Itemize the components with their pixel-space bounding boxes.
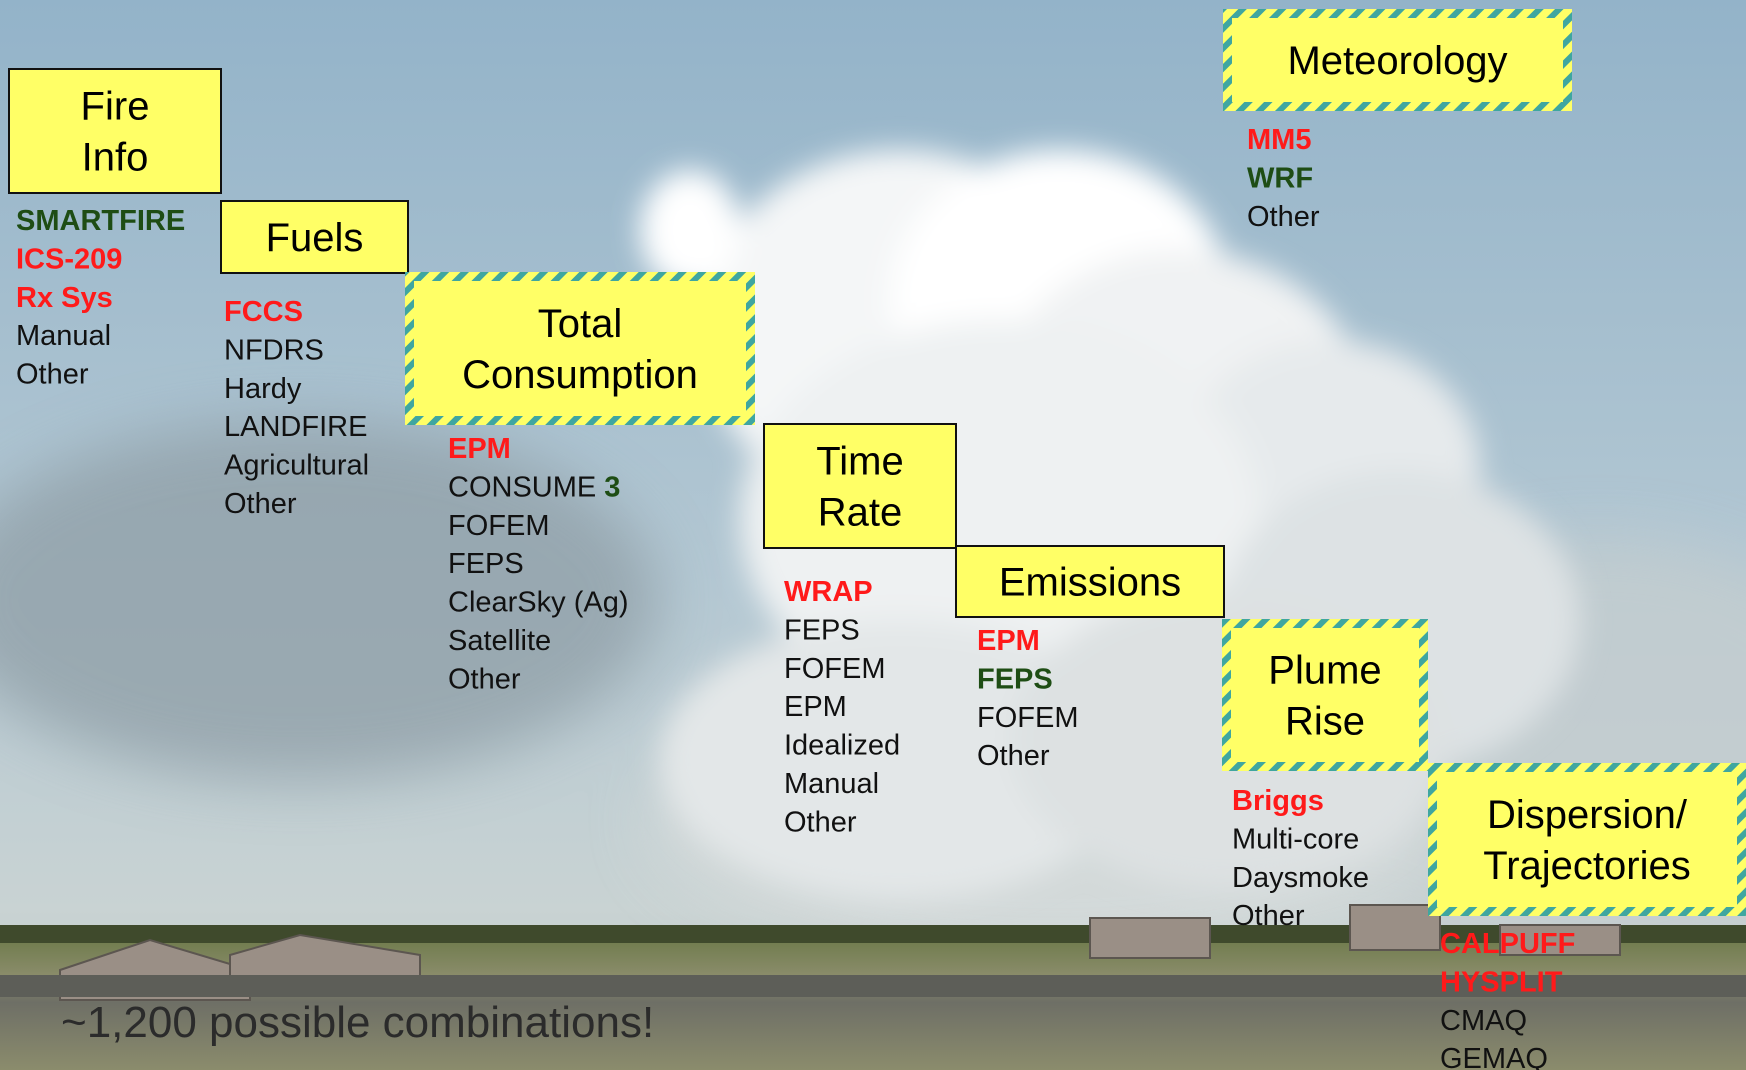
- stage-title: Fire: [81, 85, 150, 129]
- tool-item: FCCS: [224, 296, 303, 328]
- tool-name: HYSPLIT: [1440, 966, 1563, 998]
- tool-name: LANDFIRE: [224, 411, 367, 443]
- tool-item: SMARTFIRE: [16, 205, 185, 237]
- stage-title: Plume: [1268, 649, 1381, 693]
- tool-item: Briggs: [1232, 785, 1324, 817]
- stage-title: Fuels: [266, 216, 364, 260]
- stage-title: Rise: [1285, 700, 1365, 744]
- tool-name: FEPS: [448, 548, 524, 580]
- tool-name: Rx Sys: [16, 282, 113, 314]
- tool-name: Other: [784, 806, 857, 838]
- tool-item: CALPUFF: [1440, 928, 1575, 960]
- tool-name: Other: [16, 359, 89, 391]
- tool-name: Hardy: [224, 373, 302, 405]
- tool-item: Hardy: [224, 373, 302, 405]
- tool-item: Other: [448, 663, 521, 695]
- tool-item: EPM: [784, 691, 847, 723]
- tool-name: EPM: [784, 691, 847, 723]
- footer-text: ~1,200 possible combinations!: [61, 998, 654, 1047]
- tool-name: CONSUME: [448, 471, 596, 503]
- tool-name: Other: [448, 663, 521, 695]
- tool-item: GEMAQ: [1440, 1043, 1548, 1070]
- slide: Fire Info SMARTFIRE ICS-209 Rx Sys Manual Othe…: [0, 0, 1746, 1070]
- tool-name: Multi-core: [1232, 823, 1359, 855]
- stage-title: Time: [816, 440, 903, 484]
- tool-item: Agricultural: [224, 450, 369, 482]
- tool-item: EPM: [977, 625, 1040, 657]
- tool-name: ICS-209: [16, 243, 122, 275]
- tool-name: CMAQ: [1440, 1005, 1527, 1037]
- tool-name: Agricultural: [224, 450, 369, 482]
- tool-item: WRAP: [784, 576, 873, 608]
- tool-item: FEPS: [448, 548, 524, 580]
- tool-name: Other: [1247, 201, 1320, 233]
- tool-item: Other: [16, 359, 89, 391]
- stage-title: Trajectories: [1483, 844, 1690, 888]
- tool-item: FEPS: [977, 663, 1053, 695]
- tool-name: FOFEM: [448, 510, 550, 542]
- tool-item: ICS-209: [16, 243, 122, 275]
- stage-title: Emissions: [999, 561, 1181, 605]
- tool-item: NFDRS: [224, 334, 324, 366]
- tool-name: 3: [604, 471, 620, 503]
- tool-name: WRF: [1247, 162, 1313, 194]
- tool-name: FEPS: [977, 663, 1053, 695]
- tool-item: FOFEM: [784, 653, 886, 685]
- tool-item: Daysmoke: [1232, 862, 1369, 894]
- tool-name: EPM: [977, 625, 1040, 657]
- tool-name: Other: [977, 740, 1050, 772]
- tool-item: Other: [1232, 900, 1305, 932]
- tool-name: FCCS: [224, 296, 303, 328]
- tool-item: LANDFIRE: [224, 411, 367, 443]
- stage-title: Info: [82, 136, 149, 180]
- page: { "stages": [ {"label": ["Fire", "Info"]…: [0, 0, 1746, 1070]
- tool-name: Satellite: [448, 625, 551, 657]
- stage-title: Rate: [818, 491, 903, 535]
- tool-name: Briggs: [1232, 785, 1324, 817]
- tool-name: EPM: [448, 433, 511, 465]
- stage-title: Consumption: [462, 353, 698, 397]
- tool-item: FOFEM: [977, 702, 1079, 734]
- tool-item: MM5: [1247, 124, 1311, 156]
- tool-name: Manual: [16, 320, 111, 352]
- tool-item: WRF: [1247, 162, 1313, 194]
- tool-name: Manual: [784, 768, 879, 800]
- tool-name: Other: [1232, 900, 1305, 932]
- tool-item: Manual: [16, 320, 111, 352]
- tool-name: WRAP: [784, 576, 873, 608]
- stage-title: Total: [538, 302, 623, 346]
- tool-item: Manual: [784, 768, 879, 800]
- tool-item: EPM: [448, 433, 511, 465]
- tool-item: Multi-core: [1232, 823, 1359, 855]
- tool-item: Idealized: [784, 730, 900, 762]
- tool-name: GEMAQ: [1440, 1043, 1548, 1070]
- tool-name: NFDRS: [224, 334, 324, 366]
- tool-item: Other: [1247, 201, 1320, 233]
- tool-item: FEPS: [784, 614, 860, 646]
- tool-name: Other: [224, 488, 297, 520]
- tool-item: HYSPLIT: [1440, 966, 1563, 998]
- tool-item: Satellite: [448, 625, 551, 657]
- tool-item: Other: [784, 806, 857, 838]
- tool-name: FOFEM: [784, 653, 886, 685]
- tool-item: FOFEM: [448, 510, 550, 542]
- tool-item: ClearSky (Ag): [448, 587, 629, 619]
- tool-name: FEPS: [784, 614, 860, 646]
- tool-name: MM5: [1247, 124, 1311, 156]
- tool-item: Other: [977, 740, 1050, 772]
- stage-title: Dispersion/: [1487, 793, 1688, 837]
- tool-name: CALPUFF: [1440, 928, 1575, 960]
- tool-name: FOFEM: [977, 702, 1079, 734]
- tool-name: SMARTFIRE: [16, 205, 185, 237]
- tool-item: Other: [224, 488, 297, 520]
- tool-item: Rx Sys: [16, 282, 113, 314]
- tool-name: Daysmoke: [1232, 862, 1369, 894]
- tool-name: Idealized: [784, 730, 900, 762]
- tool-item: CMAQ: [1440, 1005, 1527, 1037]
- tool-name: ClearSky (Ag): [448, 587, 629, 619]
- stage-title: Meteorology: [1287, 39, 1507, 83]
